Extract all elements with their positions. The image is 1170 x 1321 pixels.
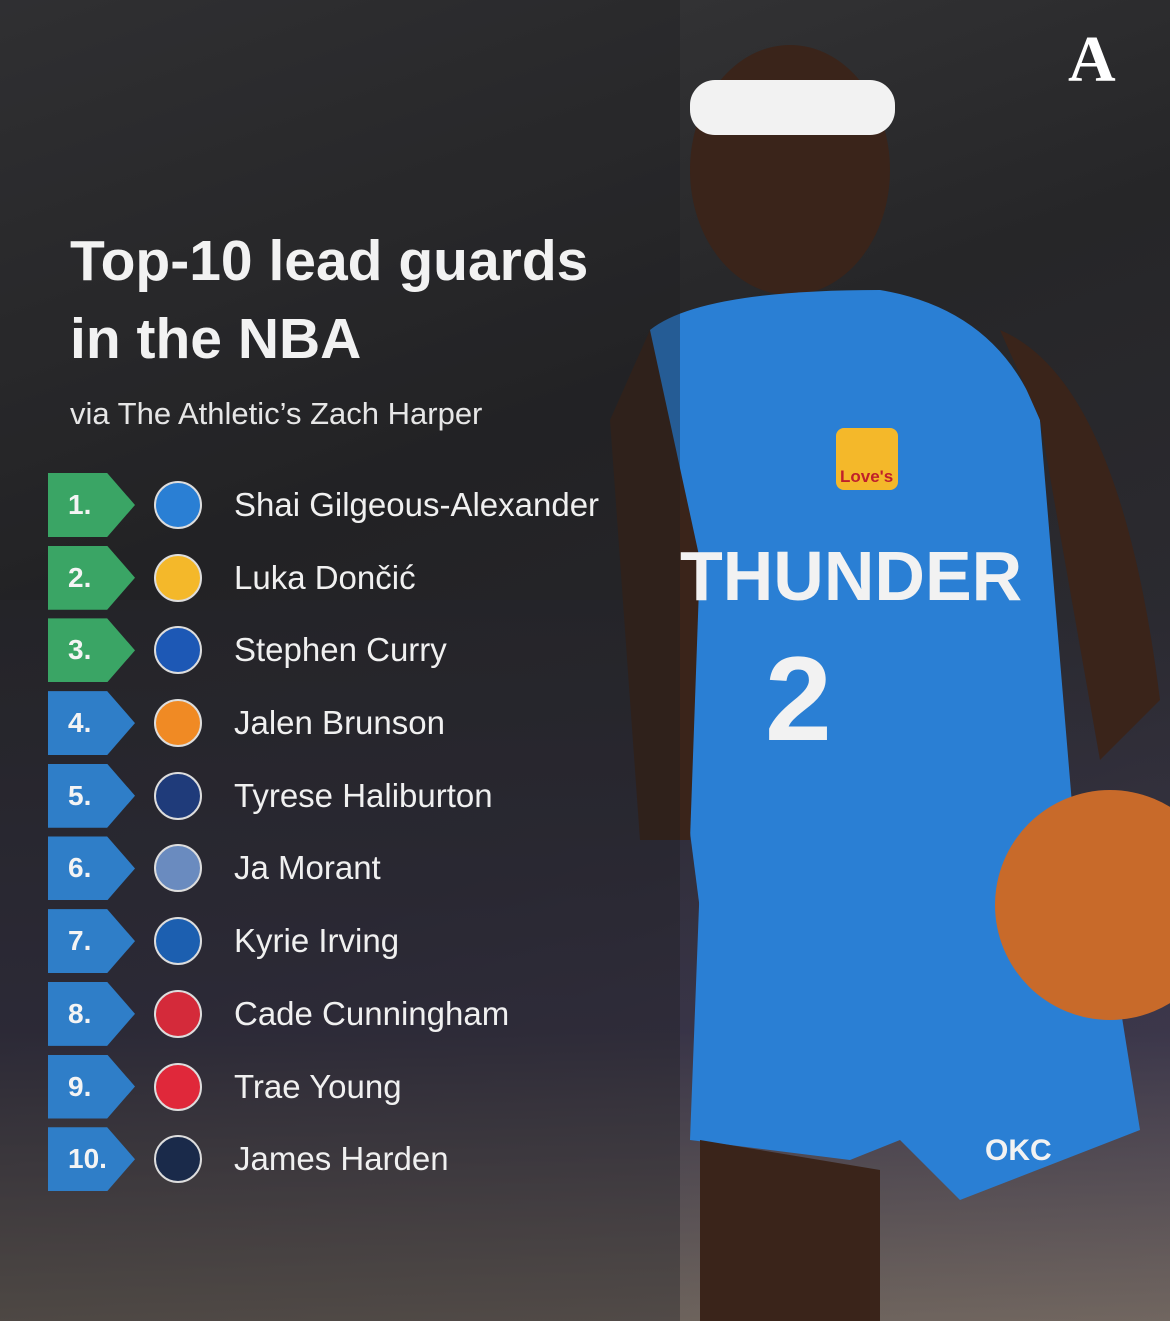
title-line: in the NBA (70, 307, 362, 371)
rank-badge: 6. (48, 836, 135, 901)
mavericks-logo-icon (154, 917, 202, 966)
rank-number: 5. (68, 779, 92, 811)
player-figure: THUNDER 2 Love's OKC (610, 45, 1170, 1321)
rank-badge: 2. (48, 545, 135, 610)
rank-number: 10. (68, 1143, 107, 1175)
rank-badge: 8. (48, 981, 135, 1046)
hawks-logo-icon (154, 1062, 202, 1111)
ranking-row: 4. Jalen Brunson (48, 691, 445, 756)
pistons-logo-icon (154, 989, 202, 1038)
shorts-logo: OKC (985, 1134, 1052, 1167)
ranking-row: 8. Cade Cunningham (48, 981, 509, 1046)
warriors-logo-icon (154, 626, 202, 675)
player-name: James Harden (234, 1140, 449, 1178)
rank-badge: 9. (48, 1054, 135, 1119)
player-name: Trae Young (234, 1067, 402, 1105)
rank-number: 3. (68, 634, 92, 666)
ranking-row: 1. Shai Gilgeous-Alexander (48, 473, 599, 537)
rank-number: 7. (68, 925, 92, 957)
ranking-row: 10. James Harden (48, 1127, 449, 1192)
rank-number: 2. (68, 561, 92, 593)
knicks-logo-icon (154, 699, 202, 748)
ranking-row: 5. Tyrese Haliburton (48, 763, 493, 828)
player-name: Kyrie Irving (234, 922, 400, 960)
page-title: Top-10 lead guards in the NBA (70, 222, 588, 378)
rankings-list: 1. Shai Gilgeous-Alexander 2. Luka Dončić 3.… (48, 473, 599, 1200)
rank-number: 6. (68, 852, 92, 884)
jersey-number: 2 (765, 632, 832, 766)
player-name: Ja Morant (234, 849, 381, 887)
thunder-logo-icon (154, 481, 202, 529)
clippers-logo-icon (154, 1135, 202, 1184)
rank-number: 4. (68, 707, 92, 739)
rank-badge: 4. (48, 691, 135, 756)
ranking-row: 7. Kyrie Irving (48, 909, 399, 974)
rank-badge: 5. (48, 763, 135, 828)
player-name: Stephen Curry (234, 631, 447, 669)
rank-number: 8. (68, 997, 92, 1029)
sponsor-patch: Love's (840, 467, 893, 486)
jersey-text: THUNDER (680, 537, 1022, 615)
ranking-row: 9. Trae Young (48, 1054, 402, 1119)
player-name: Luka Dončić (234, 558, 416, 596)
the-athletic-logo: A (1068, 23, 1116, 96)
player-name: Jalen Brunson (234, 704, 445, 742)
rank-badge: 10. (48, 1127, 135, 1192)
rank-badge: 3. (48, 618, 135, 683)
rank-number: 9. (68, 1070, 92, 1102)
player-name: Shai Gilgeous-Alexander (234, 486, 600, 523)
player-name: Tyrese Haliburton (234, 776, 493, 814)
lakers-logo-icon (154, 553, 202, 602)
grizzlies-logo-icon (154, 844, 202, 893)
rank-badge: 7. (48, 909, 135, 974)
ranking-row: 2. Luka Dončić (48, 545, 416, 610)
ranking-row: 6. Ja Morant (48, 836, 381, 901)
title-line: Top-10 lead guards (70, 229, 589, 293)
rank-number: 1. (68, 489, 92, 520)
ranking-row: 3. Stephen Curry (48, 618, 447, 683)
subtitle: via The Athletic’s Zach Harper (70, 396, 483, 431)
pacers-logo-icon (154, 771, 202, 820)
rank-badge: 1. (48, 473, 135, 537)
player-name: Cade Cunningham (234, 994, 510, 1032)
